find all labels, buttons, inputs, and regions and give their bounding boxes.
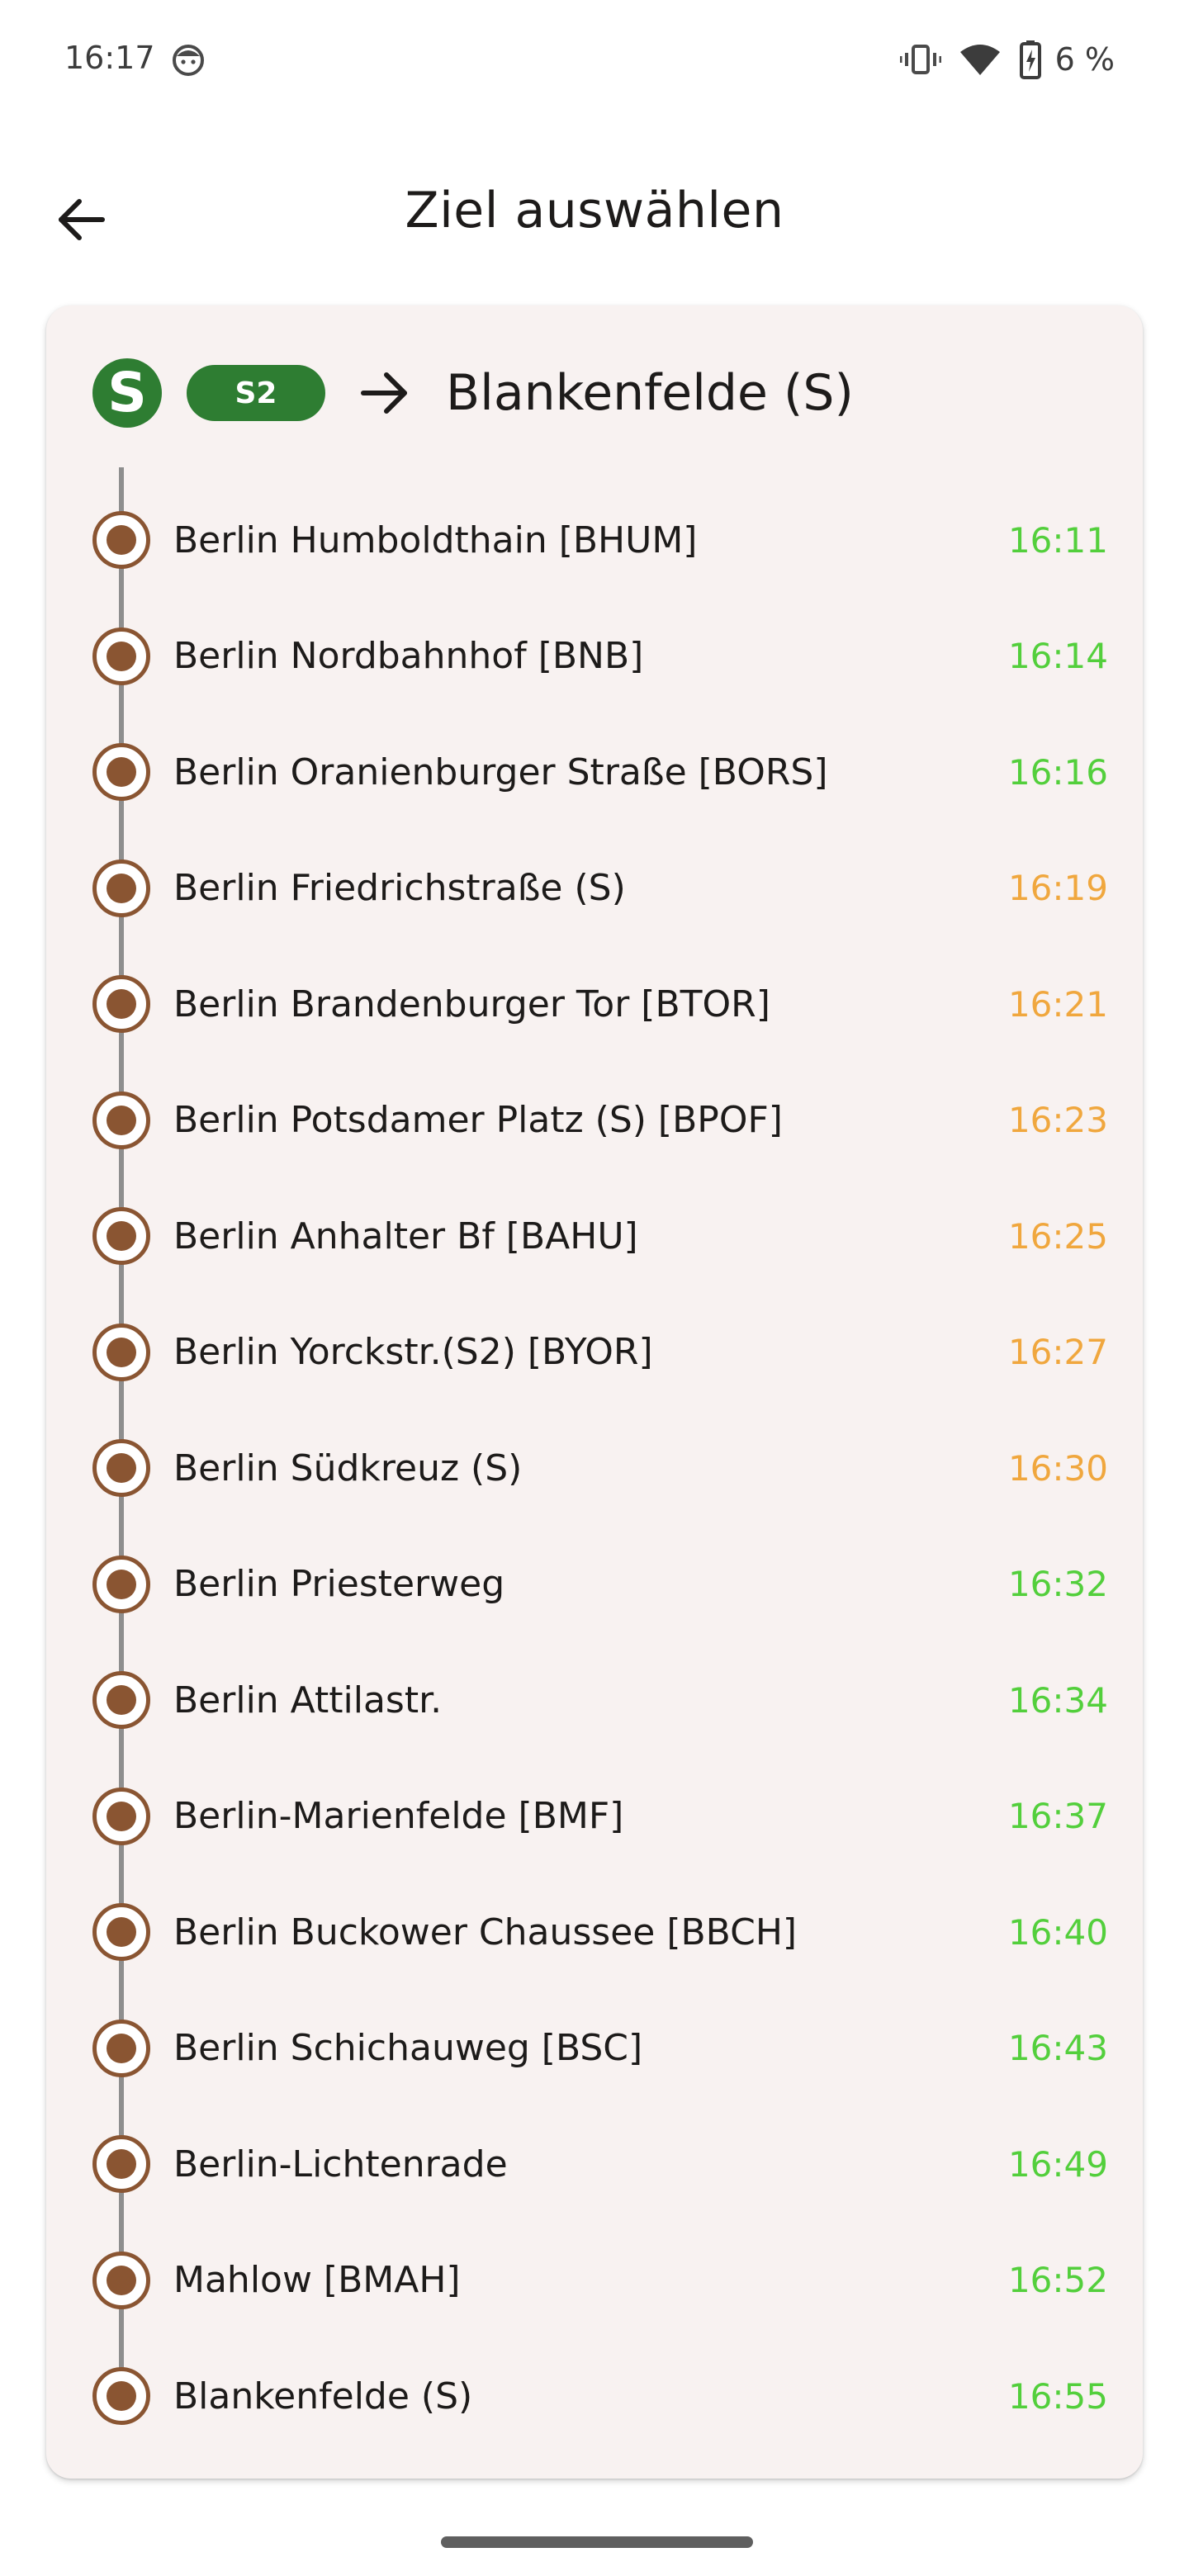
route-header: S S2 Blankenfelde (S) <box>92 352 854 434</box>
status-bar: 16:17 <box>0 0 1189 119</box>
stop-marker-icon <box>92 1323 150 1381</box>
stop-name: Berlin Schichauweg [BSC] <box>173 2027 643 2070</box>
stop-name: Berlin Yorckstr.(S2) [BYOR] <box>173 1331 653 1374</box>
stop-item[interactable]: Berlin Friedrichstraße (S) 16:19 <box>92 831 1108 947</box>
stop-time: 16:32 <box>1007 1564 1108 1605</box>
stop-time: 16:30 <box>1007 1447 1108 1489</box>
stop-item[interactable]: Berlin-Lichtenrade 16:49 <box>92 2106 1108 2223</box>
stop-item[interactable]: Berlin Potsdamer Platz (S) [BPOF] 16:23 <box>92 1063 1108 1179</box>
stop-marker-icon <box>92 627 150 685</box>
stop-marker-icon <box>92 1671 150 1730</box>
stop-time: 16:21 <box>1007 983 1108 1025</box>
stop-name: Mahlow [BMAH] <box>173 2259 461 2302</box>
stop-marker-icon <box>92 975 150 1034</box>
stop-name: Berlin Brandenburger Tor [BTOR] <box>173 983 770 1025</box>
stop-time: 16:27 <box>1007 1332 1108 1373</box>
stop-list: Berlin Humboldthain [BHUM] 16:11 Berlin … <box>92 482 1108 2455</box>
route-destination: Blankenfelde (S) <box>446 364 854 422</box>
stop-marker-icon <box>92 743 150 802</box>
back-button[interactable] <box>41 180 121 259</box>
stop-name: Berlin Südkreuz (S) <box>173 1447 523 1489</box>
arrow-back-icon <box>59 199 105 240</box>
notification-face-icon <box>170 41 206 78</box>
gesture-navigation-bar[interactable] <box>441 2536 753 2548</box>
stop-marker-icon <box>92 511 150 570</box>
stop-item[interactable]: Berlin Buckower Chaussee [BBCH] 16:40 <box>92 1874 1108 1991</box>
stop-marker-icon <box>92 859 150 917</box>
stop-item[interactable]: Berlin Anhalter Bf [BAHU] 16:25 <box>92 1178 1108 1295</box>
stop-marker-icon <box>92 2019 150 2077</box>
stop-name: Berlin Attilastr. <box>173 1679 443 1721</box>
stop-item[interactable]: Berlin Priesterweg 16:32 <box>92 1527 1108 1643</box>
line-badge: S2 <box>187 365 325 421</box>
stop-marker-icon <box>92 1787 150 1845</box>
stop-name: Berlin Potsdamer Platz (S) [BPOF] <box>173 1099 783 1142</box>
stop-marker-icon <box>92 2135 150 2194</box>
stop-item[interactable]: Berlin Brandenburger Tor [BTOR] 16:21 <box>92 946 1108 1063</box>
stop-time: 16:52 <box>1007 2260 1108 2301</box>
stop-marker-icon <box>92 1091 150 1149</box>
route-timeline-line <box>119 467 124 2388</box>
stop-time: 16:19 <box>1007 868 1108 909</box>
stop-name: Berlin Humboldthain [BHUM] <box>173 519 698 561</box>
stop-time: 16:14 <box>1007 636 1108 677</box>
wifi-icon <box>959 42 1001 77</box>
stop-name: Berlin Friedrichstraße (S) <box>173 867 626 910</box>
page-title: Ziel auswählen <box>405 182 784 239</box>
stop-name: Berlin-Marienfelde [BMF] <box>173 1795 624 1838</box>
stop-item[interactable]: Berlin Südkreuz (S) 16:30 <box>92 1410 1108 1527</box>
stop-time: 16:40 <box>1007 1911 1108 1953</box>
status-icons: 6 % <box>899 36 1115 83</box>
stop-time: 16:37 <box>1007 1796 1108 1837</box>
route-card: S S2 Blankenfelde (S) Berlin Humboldthai… <box>46 305 1143 2479</box>
top-app-bar: Ziel auswählen <box>0 157 1189 269</box>
vibrate-icon <box>899 41 941 78</box>
stop-name: Berlin-Lichtenrade <box>173 2143 508 2185</box>
stop-time: 16:16 <box>1007 751 1108 793</box>
stop-time: 16:11 <box>1007 519 1108 561</box>
stop-time: 16:34 <box>1007 1679 1108 1721</box>
stop-time: 16:49 <box>1007 2143 1108 2185</box>
stop-item[interactable]: Berlin Nordbahnhof [BNB] 16:14 <box>92 599 1108 715</box>
stop-time: 16:23 <box>1007 1100 1108 1141</box>
stop-name: Berlin Oranienburger Straße [BORS] <box>173 751 828 793</box>
stop-item[interactable]: Blankenfelde (S) 16:55 <box>92 2338 1108 2455</box>
stop-marker-icon <box>92 1903 150 1962</box>
stop-item[interactable]: Berlin-Marienfelde [BMF] 16:37 <box>92 1759 1108 1875</box>
status-time: 16:17 <box>64 40 155 76</box>
stop-item[interactable]: Berlin Yorckstr.(S2) [BYOR] 16:27 <box>92 1295 1108 1411</box>
stop-time: 16:55 <box>1007 2375 1108 2417</box>
stop-marker-icon <box>92 2251 150 2309</box>
stop-time: 16:25 <box>1007 1215 1108 1257</box>
stop-name: Berlin Buckower Chaussee [BBCH] <box>173 1911 798 1953</box>
stop-item[interactable]: Berlin Oranienburger Straße [BORS] 16:16 <box>92 714 1108 831</box>
stop-item[interactable]: Mahlow [BMAH] 16:52 <box>92 2223 1108 2339</box>
stop-name: Berlin Anhalter Bf [BAHU] <box>173 1215 638 1257</box>
stop-item[interactable]: Berlin Attilastr. 16:34 <box>92 1642 1108 1759</box>
stop-name: Berlin Priesterweg <box>173 1563 505 1606</box>
sbahn-logo-icon: S <box>92 358 162 428</box>
stop-time: 16:43 <box>1007 2028 1108 2069</box>
stop-marker-icon <box>92 1555 150 1613</box>
stop-marker-icon <box>92 1207 150 1266</box>
battery-charging-icon <box>1019 40 1042 79</box>
arrow-forward-icon <box>355 363 414 423</box>
stop-name: Blankenfelde (S) <box>173 2375 473 2417</box>
stop-marker-icon <box>92 1439 150 1498</box>
stop-item[interactable]: Berlin Humboldthain [BHUM] 16:11 <box>92 482 1108 599</box>
battery-percentage: 6 % <box>1054 41 1115 78</box>
stop-item[interactable]: Berlin Schichauweg [BSC] 16:43 <box>92 1991 1108 2107</box>
stop-name: Berlin Nordbahnhof [BNB] <box>173 635 644 678</box>
stop-marker-icon <box>92 2367 150 2426</box>
